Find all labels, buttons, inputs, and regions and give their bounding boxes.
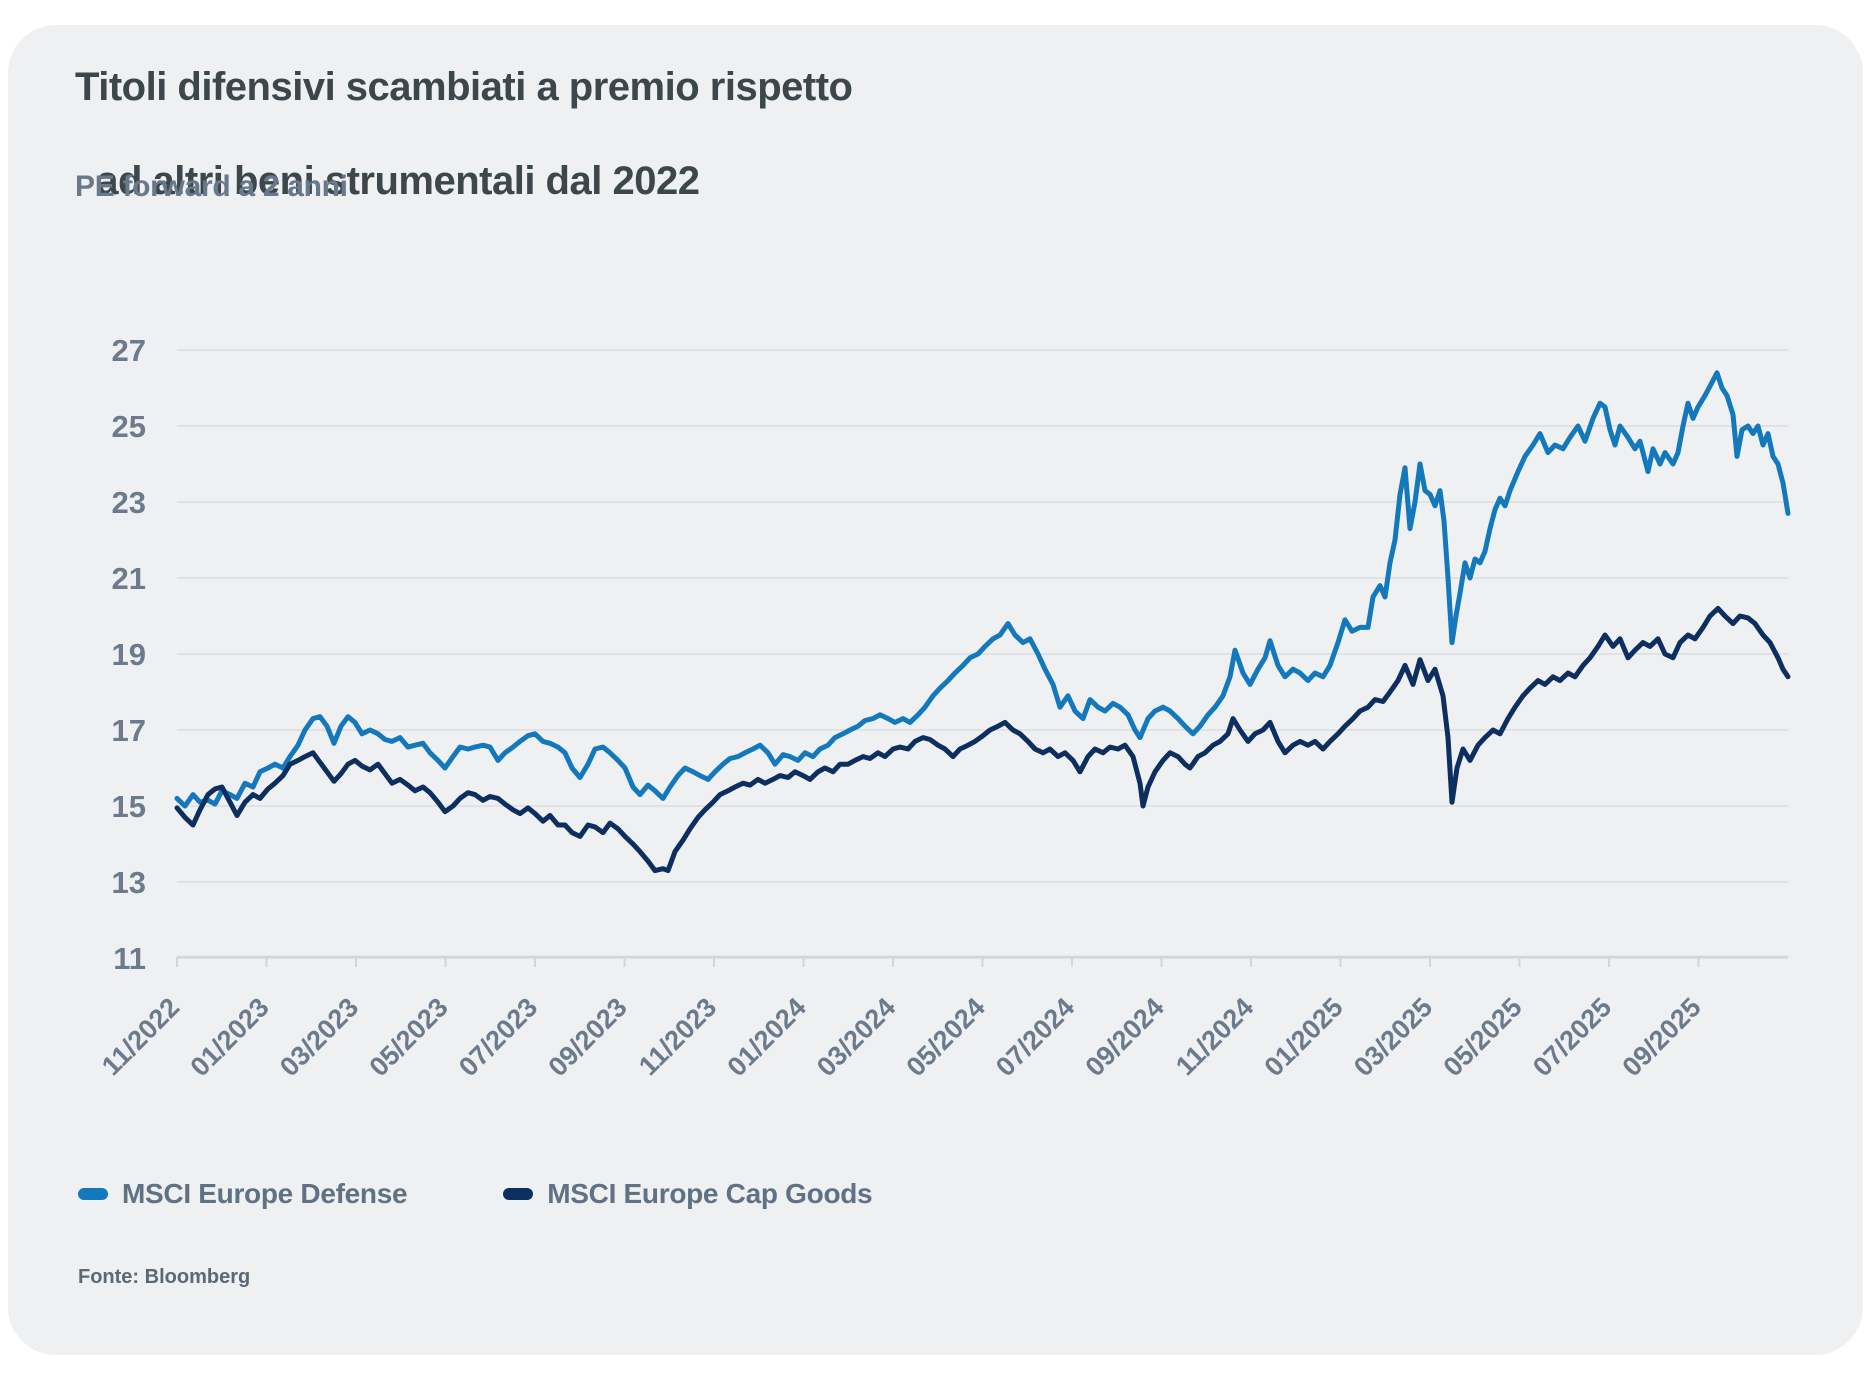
defense-series-line <box>174 370 1791 809</box>
capgoods-series-marker-icon <box>503 1188 534 1200</box>
legend-item-capgoods: MSCI Europe Cap Goods <box>503 1178 873 1210</box>
legend-item-defense: MSCI Europe Defense <box>78 1178 408 1210</box>
x-axis-tick-label: 09/2024 <box>1080 992 1170 1082</box>
x-axis-tick-label: 03/2025 <box>1348 992 1438 1082</box>
legend-label-capgoods: MSCI Europe Cap Goods <box>547 1178 873 1209</box>
page-title: Titoli difensivi scambiati a premio risp… <box>75 64 853 206</box>
y-axis-tick-label: 25 <box>112 409 146 444</box>
capgoods-series-line <box>174 605 1791 874</box>
x-axis-tick-label: 07/2025 <box>1527 992 1617 1082</box>
defense-series-marker-icon <box>78 1188 108 1200</box>
y-axis-tick-label: 11 <box>113 941 146 976</box>
x-axis-tick-label: 07/2023 <box>453 992 543 1082</box>
x-axis-tick-label: 11/2023 <box>633 992 722 1081</box>
source-note: Fonte: Bloomberg <box>78 1266 251 1288</box>
x-axis-tick-label: 11/2022 <box>96 992 185 1081</box>
x-axis-tick-label: 01/2023 <box>185 992 275 1082</box>
x-axis-tick-label: 09/2025 <box>1617 992 1707 1082</box>
y-axis-tick-label: 13 <box>112 865 146 900</box>
x-axis-tick-label: 09/2023 <box>543 992 633 1082</box>
x-axis-tick-label: 03/2023 <box>274 992 364 1082</box>
chart-subtitle: PE forward a 2 anni <box>75 170 348 203</box>
title-line-1: Titoli difensivi scambiati a premio risp… <box>75 65 853 109</box>
x-axis-tick-label: 05/2024 <box>901 992 991 1082</box>
y-axis-tick-label: 23 <box>112 485 146 520</box>
x-axis-tick-label: 11/2024 <box>1170 992 1259 1081</box>
y-axis-tick-label: 19 <box>112 637 146 672</box>
y-axis-tick-label: 15 <box>112 789 146 824</box>
y-axis-tick-label: 17 <box>112 713 146 748</box>
x-axis-tick-label: 07/2024 <box>990 992 1080 1082</box>
x-axis-tick-label: 05/2025 <box>1438 992 1528 1082</box>
legend-label-defense: MSCI Europe Defense <box>122 1178 408 1209</box>
chart-legend: MSCI Europe Defense MSCI Europe Cap Good… <box>78 1178 873 1210</box>
x-axis-tick-label: 01/2024 <box>722 992 812 1082</box>
x-axis-tick-label: 01/2025 <box>1259 992 1349 1082</box>
x-axis-tick-label: 05/2023 <box>364 992 454 1082</box>
y-axis-tick-label: 21 <box>112 561 146 596</box>
y-axis-tick-label: 27 <box>112 333 146 368</box>
title-line-2: ad altri beni strumentali dal 2022 <box>96 159 700 204</box>
x-axis-tick-label: 03/2024 <box>811 992 901 1082</box>
